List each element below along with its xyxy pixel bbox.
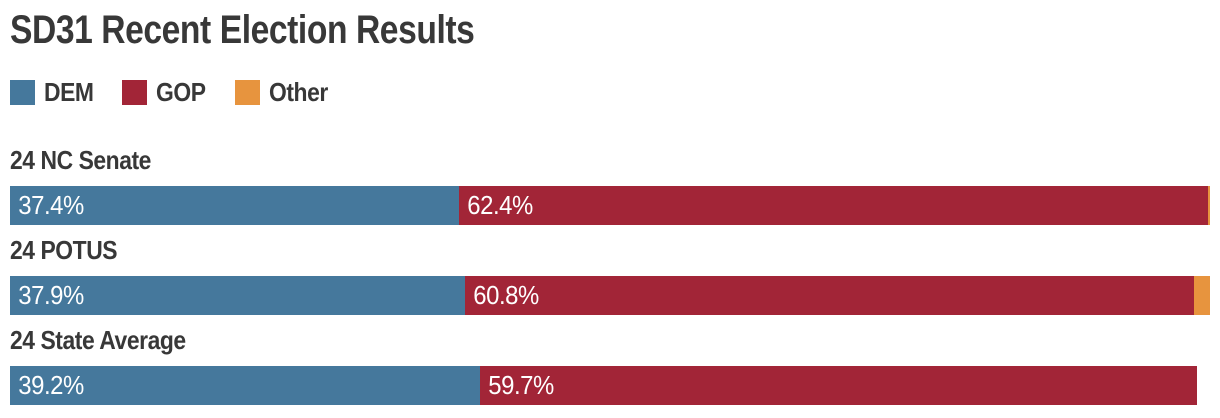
segment-value-label: 60.8% [473,280,539,310]
bar-row: 24 State Average 39.2% 59.7% [10,327,1210,405]
bar-segment-dem: 39.2% [10,366,481,405]
stacked-bar: 37.4% 62.4% [10,186,1210,225]
bar-rows: 24 NC Senate 37.4% 62.4% 24 POTUS 37.9% 60.8%… [10,147,1210,405]
bar-segment-dem: 37.4% [10,186,459,225]
stacked-bar: 39.2% 59.7% [10,366,1210,405]
bar-segment-dem: 37.9% [10,276,465,315]
stacked-bar: 37.9% 60.8% [10,276,1210,315]
segment-value-label: 39.2% [18,370,84,400]
legend-label-dem: DEM [44,77,94,107]
dem-color-swatch [10,80,35,105]
legend-item-other: Other [234,77,336,108]
bar-segment-other [1194,276,1210,315]
gop-color-swatch [122,80,148,105]
segment-value-label: 37.4% [18,190,84,220]
chart-title: SD31 Recent Election Results [10,8,475,52]
other-color-swatch [234,80,260,105]
legend-item-dem: DEM [10,77,100,108]
segment-value-label: 62.4% [467,190,533,220]
bar-segment-gop: 62.4% [458,186,1208,225]
legend-label-other: Other [268,77,328,107]
legend: DEM GOP Other [10,77,1210,108]
bar-segment-gop: 59.7% [480,366,1197,405]
bar-segment-other [1207,186,1210,225]
election-results-chart: SD31 Recent Election Results DEM GOP Oth… [10,8,1210,405]
row-label: 24 NC Senate [10,145,151,175]
bar-row: 24 POTUS 37.9% 60.8% [10,237,1210,315]
segment-value-label: 37.9% [18,280,84,310]
segment-value-label: 59.7% [488,370,555,400]
bar-segment-gop: 60.8% [464,276,1195,315]
bar-row: 24 NC Senate 37.4% 62.4% [10,147,1210,225]
legend-item-gop: GOP [122,77,212,108]
legend-label-gop: GOP [156,77,206,107]
row-label: 24 State Average [10,325,186,355]
row-label: 24 POTUS [10,235,118,265]
